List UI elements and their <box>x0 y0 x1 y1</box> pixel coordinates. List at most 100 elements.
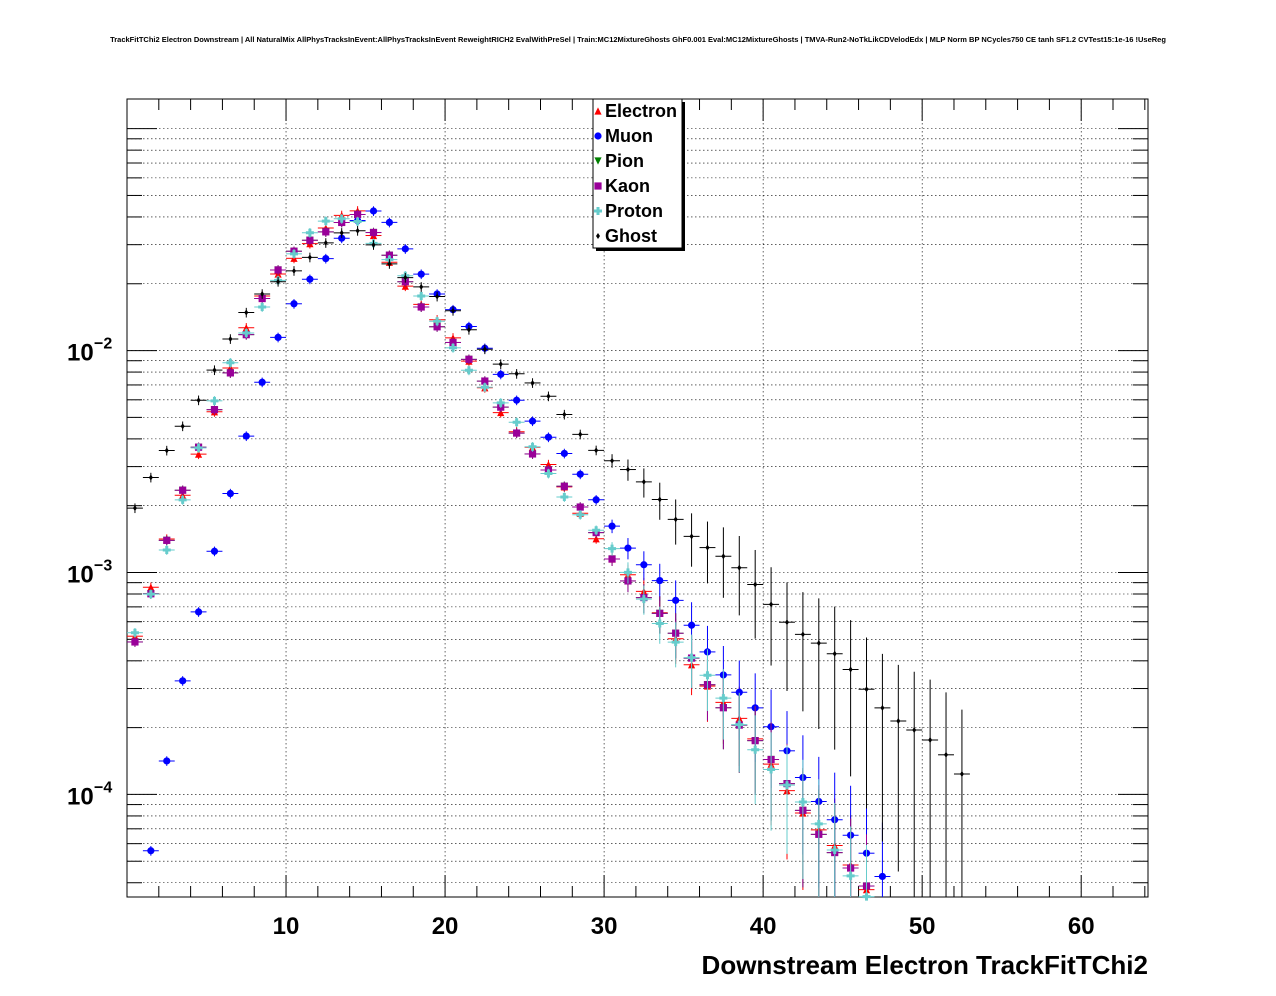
data-point <box>864 686 869 693</box>
data-point <box>623 568 632 577</box>
data-point <box>546 393 551 400</box>
data-point <box>355 227 360 234</box>
x-tick-label: 50 <box>909 913 936 940</box>
data-point <box>641 478 646 485</box>
data-point <box>784 619 789 626</box>
data-point <box>242 328 251 337</box>
x-tick-label: 10 <box>273 913 300 940</box>
data-point <box>130 628 139 637</box>
data-point <box>798 798 807 807</box>
data-point <box>862 892 871 901</box>
legend-marker <box>594 182 602 190</box>
data-point <box>164 447 169 454</box>
data-point <box>403 274 408 281</box>
data-point <box>274 266 282 274</box>
data-point <box>719 694 728 703</box>
data-point <box>767 765 776 774</box>
data-point <box>639 595 648 604</box>
data-point <box>353 217 362 226</box>
y-tick-label: 10 <box>67 783 94 810</box>
data-point <box>544 460 553 469</box>
data-point <box>673 516 678 523</box>
data-point <box>194 450 203 458</box>
data-point <box>657 496 662 503</box>
legend-label: Muon <box>605 126 653 146</box>
data-point <box>959 771 964 778</box>
data-point <box>289 249 298 258</box>
x-tick-label: 60 <box>1068 913 1095 940</box>
data-point <box>417 292 426 301</box>
data-point <box>497 408 505 417</box>
data-point <box>498 361 503 368</box>
data-point <box>705 544 710 551</box>
data-point <box>560 449 568 458</box>
data-point <box>371 241 376 248</box>
data-point <box>307 254 312 261</box>
data-point <box>655 619 664 628</box>
data-point <box>513 429 521 437</box>
data-point <box>608 555 616 563</box>
data-point <box>226 369 234 377</box>
data-point <box>528 450 537 458</box>
data-point <box>912 726 917 733</box>
data-point <box>751 745 760 754</box>
data-point <box>322 228 330 236</box>
data-point <box>466 326 471 333</box>
data-point <box>339 229 344 236</box>
data-point <box>592 535 600 543</box>
data-point <box>512 418 521 427</box>
data-point <box>258 302 267 311</box>
data-point <box>496 398 505 407</box>
data-point <box>179 677 187 685</box>
data-point <box>274 333 282 341</box>
data-point <box>194 443 203 452</box>
data-point <box>242 432 250 440</box>
data-point <box>513 396 521 404</box>
data-point <box>640 561 648 569</box>
legend-label: Ghost <box>605 226 657 246</box>
data-point <box>179 486 187 494</box>
data-point <box>260 290 265 297</box>
data-point <box>880 704 885 711</box>
legend-label: Pion <box>605 151 644 171</box>
data-point <box>387 260 392 267</box>
data-point <box>544 433 553 441</box>
data-point <box>481 377 489 385</box>
data-point <box>276 278 281 285</box>
data-point <box>576 470 584 478</box>
data-point <box>464 366 473 375</box>
data-point <box>258 378 266 386</box>
data-point <box>735 720 744 729</box>
data-point <box>735 688 743 696</box>
legend-box <box>592 98 683 249</box>
data-point <box>896 718 901 725</box>
data-point <box>528 442 537 451</box>
data-point <box>321 217 330 226</box>
data-point <box>385 218 394 227</box>
data-point <box>369 207 378 215</box>
data-point <box>417 270 425 278</box>
data-point <box>290 300 298 308</box>
data-point <box>592 526 601 535</box>
data-point <box>449 338 457 347</box>
data-point <box>178 495 187 504</box>
data-point <box>419 283 424 290</box>
data-point <box>832 650 837 657</box>
data-point <box>194 608 203 616</box>
data-point <box>560 492 569 501</box>
data-point <box>560 482 568 490</box>
data-point <box>305 228 314 237</box>
data-point <box>228 335 233 342</box>
data-point <box>163 757 171 765</box>
data-point <box>608 522 616 530</box>
data-point <box>291 267 296 274</box>
data-point <box>147 583 155 591</box>
data-point <box>132 505 137 512</box>
data-point <box>594 447 599 454</box>
data-point <box>544 469 553 478</box>
data-point <box>878 872 887 881</box>
x-tick-label: 30 <box>591 913 618 940</box>
data-point <box>465 355 473 363</box>
data-point <box>737 564 742 571</box>
